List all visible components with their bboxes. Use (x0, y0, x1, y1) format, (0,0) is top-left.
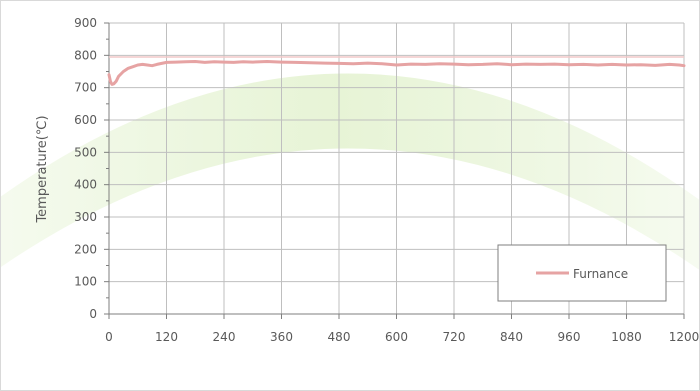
x-tick-label: 600 (385, 330, 408, 344)
series-layer (107, 56, 686, 86)
y-tick-label: 900 (74, 16, 97, 30)
y-tick-label: 800 (74, 48, 97, 62)
x-tick-label: 720 (443, 330, 466, 344)
x-tick-label: 0 (105, 330, 113, 344)
x-tick-label: 240 (213, 330, 236, 344)
x-tick-label: 1200 (669, 330, 699, 344)
y-tick-label: 200 (74, 242, 97, 256)
y-tick-label: 500 (74, 145, 97, 159)
x-tick-label: 120 (155, 330, 178, 344)
legend-label: Furnance (573, 267, 628, 281)
y-tick-label: 400 (74, 178, 97, 192)
series-line-furnance (107, 60, 686, 86)
x-tick-label: 480 (328, 330, 351, 344)
x-tick-label: 840 (500, 330, 523, 344)
y-tick-label: 700 (74, 81, 97, 95)
y-axis-title: Temperature(℃) (35, 115, 50, 223)
watermark-arc (1, 73, 699, 270)
legend-box (497, 244, 667, 302)
axis-layer: 0 100 200 300 400 500 600 700 800 900 0 120 240 360 48… (74, 16, 699, 344)
y-tick-label: 0 (89, 307, 97, 321)
y-tick-label: 100 (74, 275, 97, 289)
x-tick-label: 960 (558, 330, 581, 344)
legend: Furnance (497, 244, 667, 302)
x-tick-label: 1080 (611, 330, 642, 344)
y-tick-label: 600 (74, 113, 97, 127)
y-tick-label: 300 (74, 210, 97, 224)
x-tick-label: 360 (270, 330, 293, 344)
